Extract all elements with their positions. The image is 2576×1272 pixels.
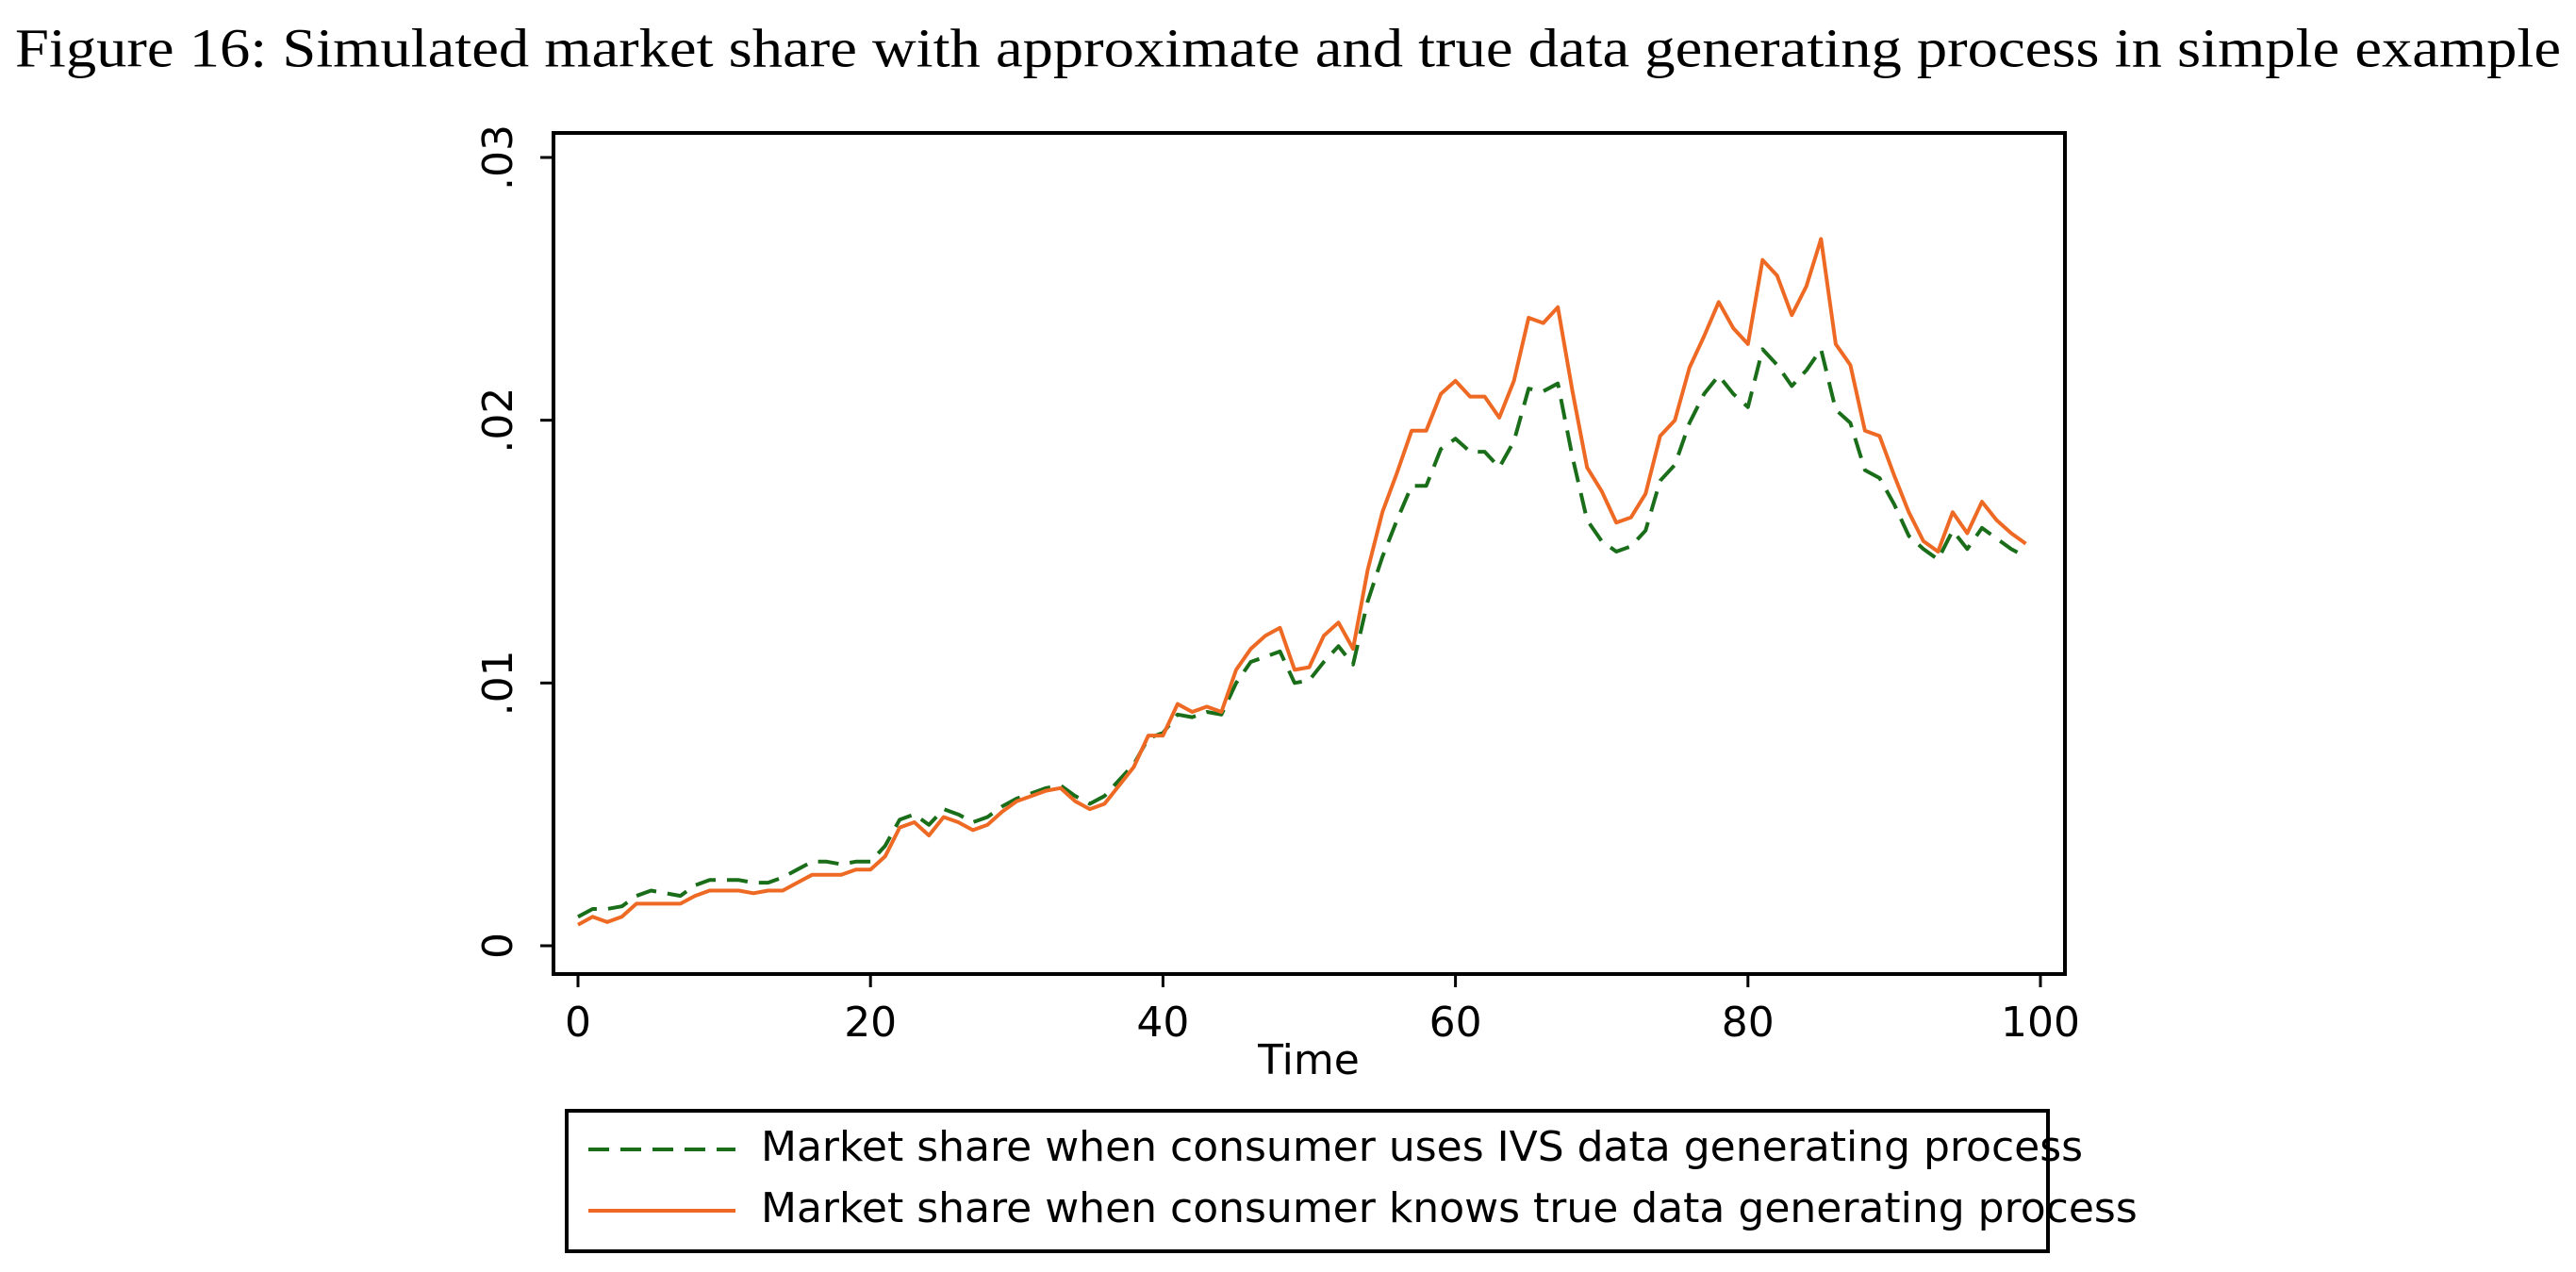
x-tick-label: 40: [1136, 999, 1189, 1047]
y-tick-label: .03: [474, 124, 522, 190]
x-axis-label: Time: [1257, 1036, 1360, 1084]
x-tick-label: 100: [2001, 999, 2080, 1047]
plot-frame: [552, 131, 2067, 976]
y-tick-label: 0: [474, 933, 522, 959]
x-tick-label: 0: [565, 999, 591, 1047]
x-tick-label: 60: [1429, 999, 1482, 1047]
y-tick-label: .01: [474, 650, 522, 716]
legend-label: Market share when consumer uses IVS data…: [761, 1123, 2083, 1171]
legend-box: [565, 1109, 2050, 1253]
x-tick-label: 80: [1722, 999, 1775, 1047]
series-line: [577, 237, 2027, 927]
chart-title: Figure 16: Simulated market share with a…: [15, 17, 2561, 78]
y-tick-label: .02: [474, 388, 522, 454]
series-line: [577, 347, 2027, 919]
legend-label: Market share when consumer knows true da…: [761, 1184, 2138, 1232]
x-tick-label: 20: [844, 999, 897, 1047]
